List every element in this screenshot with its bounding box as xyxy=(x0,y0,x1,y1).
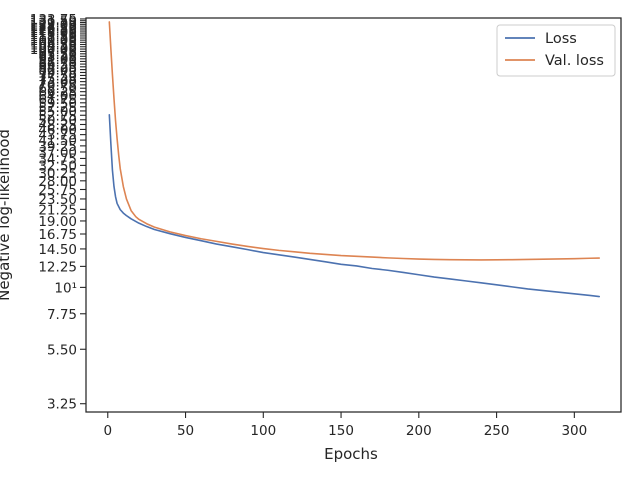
y-tick-label: 97.75 xyxy=(38,44,77,60)
y-tick-label: 115.75 xyxy=(30,27,77,43)
y-tick-label: 79.75 xyxy=(38,65,77,81)
y-tick-label: 52.75 xyxy=(38,108,77,124)
y-tick-label: 50.50 xyxy=(38,113,77,129)
y-tick-label: 75.25 xyxy=(38,71,77,87)
y-tick-label: 3.25 xyxy=(47,397,77,413)
y-tick-label: 68.50 xyxy=(38,81,77,97)
y-tick-label: 28.00 xyxy=(38,174,77,190)
y-tick-label: 111.25 xyxy=(30,31,77,47)
y-tick-label: 14.50 xyxy=(38,242,77,258)
y-tick-label: 95.50 xyxy=(38,47,77,63)
series-layer xyxy=(108,21,601,298)
y-tick-label: 59.50 xyxy=(38,96,77,112)
y-tick-label: 113.50 xyxy=(30,29,77,45)
y-tick-label: 129.25 xyxy=(30,16,77,32)
x-axis-label: Epochs xyxy=(324,445,378,463)
y-tick-label: 12.25 xyxy=(38,259,77,275)
y-tick-label: 41.50 xyxy=(38,133,77,149)
y-tick-label: 84.25 xyxy=(38,60,77,76)
y-tick-label: 118.00 xyxy=(30,25,77,41)
x-tick-label: 150 xyxy=(328,423,354,439)
series-line-loss xyxy=(108,113,601,298)
y-tick-label: 43.75 xyxy=(38,128,77,144)
y-tick-label: 25.75 xyxy=(38,182,77,198)
x-tick-label: 250 xyxy=(484,423,510,439)
y-tick-label: 93.25 xyxy=(38,49,77,65)
legend-label-loss: Loss xyxy=(545,31,577,47)
y-tick-label: 104.50 xyxy=(30,38,77,54)
y-tick-label: 91.00 xyxy=(38,52,77,68)
x-tick-label: 50 xyxy=(177,423,194,439)
y-axis-label: Negative log-likelihood xyxy=(0,129,13,301)
y-tick-label: 55.00 xyxy=(38,104,77,120)
y-tick-label: 16.75 xyxy=(38,227,77,243)
x-tick-label: 100 xyxy=(250,423,276,439)
y-tick-label: 120.25 xyxy=(30,23,77,39)
series-line-val-loss xyxy=(108,21,601,261)
x-axis-ticks: 0 50 100 150 200 250 300 xyxy=(103,412,587,439)
legend-label-val-loss: Val. loss xyxy=(545,53,604,69)
y-tick-label: 64.00 xyxy=(38,88,77,104)
x-tick-label: 0 xyxy=(103,423,112,439)
y-tick-label: 48.25 xyxy=(38,117,77,133)
y-tick-label: 5.50 xyxy=(47,342,77,358)
x-tick-label: 200 xyxy=(406,423,432,439)
y-tick-label: 46.00 xyxy=(38,122,77,138)
y-tick-label: 37.00 xyxy=(38,145,77,161)
plot-frame xyxy=(85,17,622,413)
y-tick-label: 109.00 xyxy=(30,33,77,49)
y-tick-label: 30.25 xyxy=(38,166,77,182)
y-tick-label: 88.75 xyxy=(38,54,77,70)
y-tick-label: 131.50 xyxy=(30,14,77,30)
y-tick-label: 21.25 xyxy=(38,202,77,218)
y-tick-label: 34.75 xyxy=(38,151,77,167)
y-tick-label: 19.00 xyxy=(38,214,77,230)
y-tick-label: 32.50 xyxy=(38,158,77,174)
y-tick-label: 122.50 xyxy=(30,21,77,37)
y-tick-label: 82.00 xyxy=(38,63,77,79)
y-tick-label: 133.75 xyxy=(30,12,77,28)
y-tick-label: 7.75 xyxy=(47,307,77,323)
y-tick-label: 124.75 xyxy=(30,19,77,35)
y-tick-label: 100.00 xyxy=(30,42,77,58)
y-tick-label: 106.75 xyxy=(30,35,77,51)
y-tick-label: 70.75 xyxy=(38,78,77,94)
y-tick-label: 23.50 xyxy=(38,192,77,208)
y-tick-label: 10¹ xyxy=(54,280,77,296)
y-tick-label: 39.25 xyxy=(38,139,77,155)
y-tick-label: 66.25 xyxy=(38,85,77,101)
y-tick-label: 73.00 xyxy=(38,75,77,91)
y-tick-label: 86.50 xyxy=(38,57,77,73)
y-axis-ticks: 3.25 5.50 7.75 10¹ 12.2514.5016.7519.0021.25… xyxy=(30,12,86,413)
y-tick-label: 57.25 xyxy=(38,100,77,116)
y-tick-label: 61.75 xyxy=(38,92,77,108)
x-tick-label: 300 xyxy=(561,423,587,439)
legend: Loss Val. loss xyxy=(496,24,616,77)
y-tick-label: 102.25 xyxy=(30,40,77,56)
y-tick-label: 77.50 xyxy=(38,68,77,84)
y-tick-label: 127.00 xyxy=(30,17,77,33)
